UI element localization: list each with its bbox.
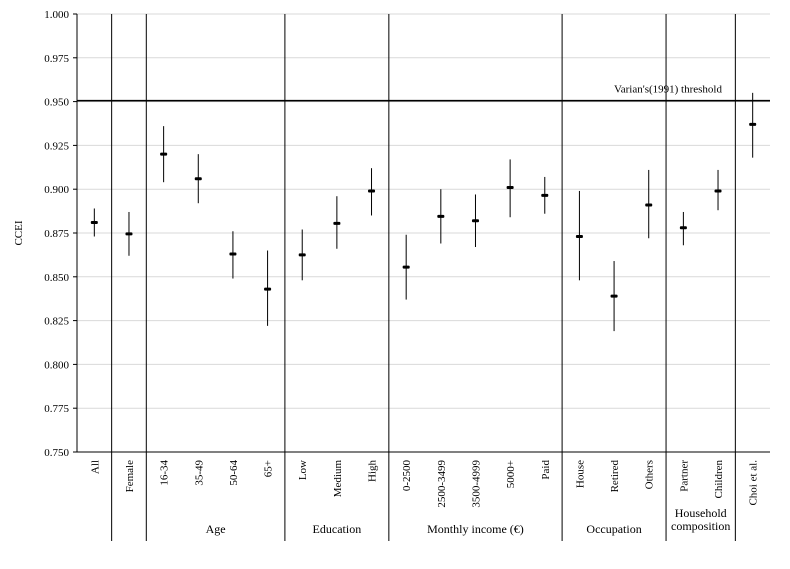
category-label: House (574, 460, 586, 488)
category-label: Low (297, 460, 309, 480)
group-label: composition (671, 519, 730, 533)
group-labels: Age Education Monthly income (€) Occupation… (206, 506, 731, 536)
error-bars (90, 92, 757, 332)
mean-marker (298, 253, 306, 257)
mean-marker (645, 203, 653, 207)
group-label: Occupation (586, 522, 641, 536)
y-tick-label: 0.950 (44, 97, 69, 109)
category-label: 0-2500 (401, 460, 413, 492)
mean-marker (679, 226, 687, 230)
y-tick-label: 0.850 (44, 272, 69, 284)
category-label: Female (124, 460, 136, 492)
mean-marker (749, 122, 757, 126)
category-label: 2500-3499 (436, 460, 448, 508)
group-separators (111, 14, 736, 541)
category-label: Choi et al. (748, 460, 760, 506)
y-tick-label: 1.000 (44, 9, 69, 21)
threshold-label: Varian's(1991) threshold (614, 84, 722, 96)
y-tick-label: 0.775 (44, 403, 69, 415)
y-tick-label: 0.825 (44, 316, 69, 328)
mean-marker (125, 232, 133, 236)
mean-marker (714, 189, 722, 193)
group-label: Education (313, 522, 362, 536)
y-axis-label: CCEI (13, 220, 25, 245)
category-label: Others (644, 460, 656, 489)
category-label: All (89, 460, 101, 474)
category-label: Retired (609, 460, 621, 493)
category-labels: All Female 16-34 35-49 50-64 65+ Low Medium High… (89, 460, 759, 508)
y-tick-label: 0.925 (44, 140, 69, 152)
mean-marker (437, 214, 445, 218)
axes (76, 14, 770, 453)
y-tick-label: 0.800 (44, 359, 69, 371)
mean-marker (402, 265, 410, 269)
category-label: High (367, 460, 379, 483)
group-label: Household (675, 506, 727, 520)
group-label: Age (206, 522, 226, 536)
mean-marker (541, 193, 549, 197)
group-label: Monthly income (€) (427, 522, 524, 536)
mean-marker (610, 294, 618, 298)
category-label: Partner (678, 460, 690, 492)
category-label: Children (713, 460, 725, 499)
category-label: 5000+ (505, 460, 517, 488)
y-tick-label: 0.975 (44, 53, 69, 65)
category-label: 3500-4999 (470, 460, 482, 508)
mean-marker (506, 185, 514, 189)
category-label: 50-64 (228, 460, 240, 486)
y-tick-label: 0.900 (44, 184, 69, 196)
category-label: 16-34 (159, 460, 171, 486)
grid-lines (73, 13, 770, 453)
mean-marker (333, 221, 341, 225)
mean-marker (471, 219, 479, 223)
category-label: 35-49 (193, 460, 205, 486)
y-tick-labels: 0.750 0.775 0.800 0.825 0.850 0.875 0.900 0.925… (44, 9, 69, 459)
y-tick-label: 0.750 (44, 447, 69, 459)
mean-marker (90, 220, 98, 224)
mean-marker (368, 189, 376, 193)
mean-marker (160, 152, 168, 156)
category-label: Medium (332, 460, 344, 498)
y-tick-label: 0.875 (44, 228, 69, 240)
category-label: Paid (540, 460, 552, 480)
mean-marker (194, 177, 202, 181)
mean-marker (264, 287, 272, 291)
category-label: 65+ (263, 460, 275, 477)
mean-marker (575, 235, 583, 239)
mean-marker (229, 252, 237, 256)
